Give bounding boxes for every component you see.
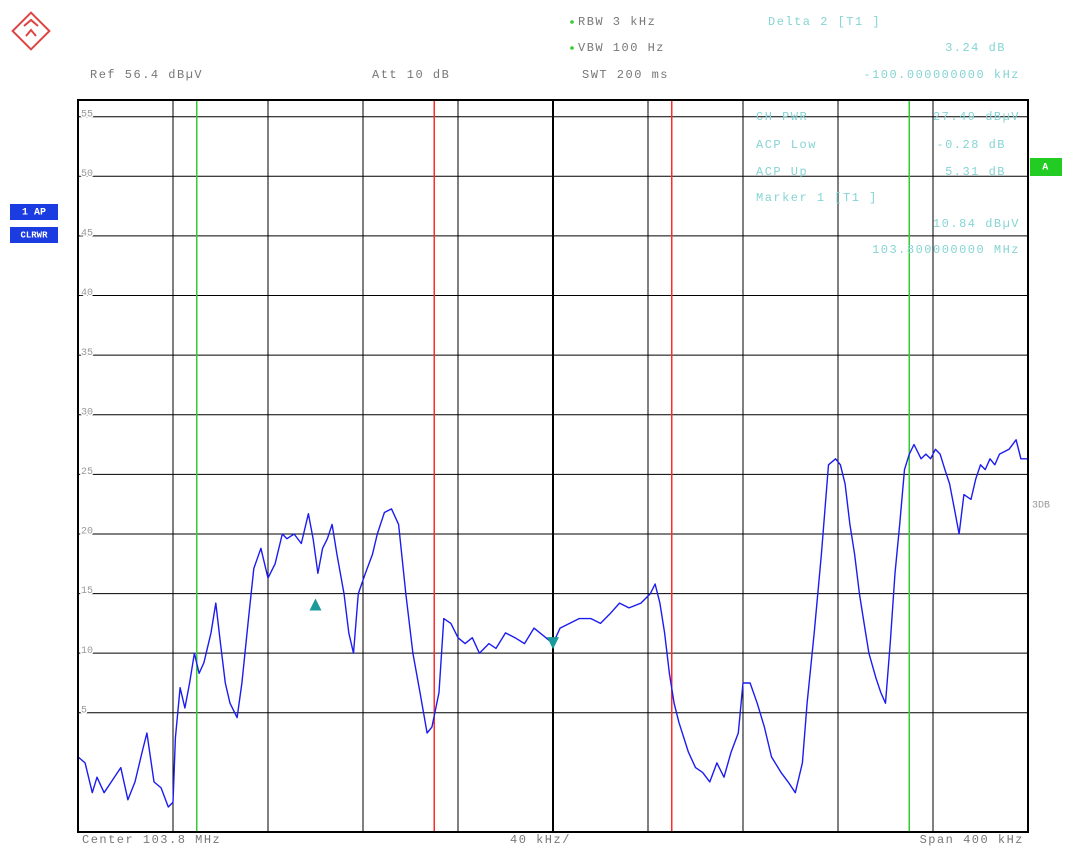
readout: CH PWR 27.49 dBµV ACP Low -0.28 dB ACP U… bbox=[756, 110, 1020, 257]
ref-level: Ref 56.4 dBµV bbox=[90, 68, 203, 82]
y-tick-label: 20 bbox=[81, 527, 93, 538]
marker-value: 10.84 dBµV bbox=[933, 217, 1020, 231]
marker bbox=[309, 598, 322, 611]
y-tick-label: 50 bbox=[81, 169, 93, 180]
readout-value: -0.28 dB bbox=[936, 138, 1006, 152]
plot-frame bbox=[77, 99, 1029, 833]
marker bbox=[547, 637, 559, 650]
span: Span 400 kHz bbox=[920, 833, 1024, 847]
y-tick-label: 35 bbox=[81, 348, 93, 359]
marker-title: Marker 1 [T1 ] bbox=[756, 191, 878, 205]
rbw: RBW 3 kHz bbox=[578, 15, 656, 29]
readout-label: CH PWR bbox=[756, 110, 808, 124]
y-tick-label: 30 bbox=[81, 407, 93, 418]
per-division: 40 kHz/ bbox=[510, 833, 571, 847]
y-tick-label: 45 bbox=[81, 229, 93, 240]
trace-mode: 1 AP bbox=[22, 208, 46, 219]
trace-badge bbox=[10, 227, 58, 243]
vbw: VBW 100 Hz bbox=[578, 41, 665, 55]
y-tick-label: 40 bbox=[81, 288, 93, 299]
readout-label: ACP Up bbox=[756, 165, 808, 179]
status-dot bbox=[570, 46, 574, 50]
trace bbox=[77, 439, 1028, 808]
y-tick-label: 55 bbox=[81, 109, 93, 120]
screen-badge bbox=[1030, 158, 1062, 176]
y-tick-label: 25 bbox=[81, 467, 93, 478]
marker-freq: 103.800000000 MHz bbox=[872, 243, 1020, 257]
y-tick-label: 5 bbox=[81, 705, 87, 716]
delta-freq: -100.000000000 kHz bbox=[863, 68, 1020, 82]
y-tick-label: 10 bbox=[81, 646, 93, 657]
trace-badge bbox=[10, 204, 58, 220]
screen-label: A bbox=[1042, 163, 1050, 174]
attenuation: Att 10 dB bbox=[372, 68, 450, 82]
swt: SWT 200 ms bbox=[582, 68, 669, 82]
readout-value: 27.49 dBµV bbox=[933, 110, 1020, 124]
readout-label: ACP Low bbox=[756, 138, 817, 152]
y-tick-label: 15 bbox=[81, 586, 93, 597]
status-dot bbox=[570, 20, 574, 24]
readout-value: 5.31 dB bbox=[945, 165, 1006, 179]
trace-mode: CLRWR bbox=[20, 230, 48, 240]
plot: 5 10 15 20 25 30 35 40 45 50 55 bbox=[77, 99, 1029, 833]
center-freq: Center 103.8 MHz bbox=[82, 833, 221, 847]
side-label: 3DB bbox=[1032, 501, 1050, 512]
logo bbox=[11, 11, 51, 51]
delta-title: Delta 2 [T1 ] bbox=[768, 15, 881, 29]
delta-value: 3.24 dB bbox=[945, 41, 1006, 55]
